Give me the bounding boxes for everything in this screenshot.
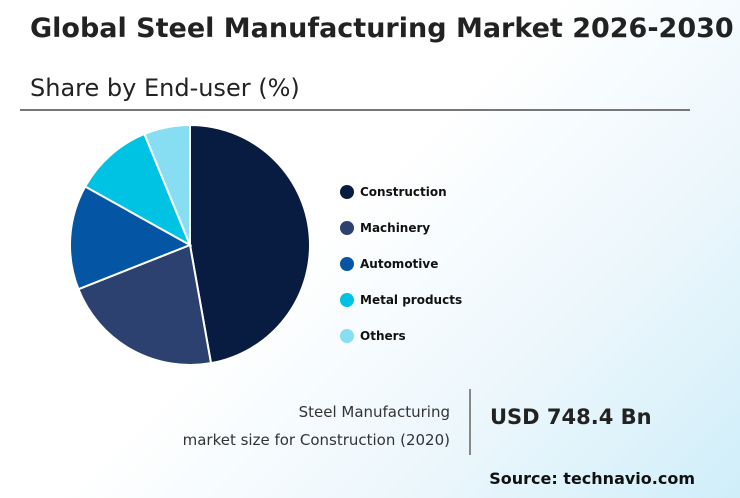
pie-slice-construction <box>189 123 311 365</box>
pie-slice-automotive <box>69 185 193 291</box>
legend-item: Metal products <box>340 282 462 318</box>
legend-swatch <box>340 221 354 235</box>
stat-label-line1: Steel Manufacturing <box>298 403 450 421</box>
legend-swatch <box>340 185 354 199</box>
legend-label: Automotive <box>360 257 439 271</box>
legend-item: Construction <box>340 174 462 210</box>
legend-swatch <box>340 257 354 271</box>
legend-item: Automotive <box>340 246 462 282</box>
legend-label: Others <box>360 329 406 343</box>
chart-subtitle: Share by End-user (%) <box>30 74 300 102</box>
pie-slice-metal-products <box>83 132 193 248</box>
source-note: Source: technavio.com <box>489 469 695 488</box>
divider <box>20 109 690 111</box>
pie-slice-others <box>143 123 191 246</box>
stat-divider <box>469 389 471 455</box>
stat-label: Steel Manufacturing market size for Cons… <box>183 398 450 454</box>
stat-label-line2: market size for Construction (2020) <box>182 431 450 449</box>
legend-label: Machinery <box>360 221 431 235</box>
pie-slice-machinery <box>77 243 213 366</box>
legend-item: Others <box>340 318 462 354</box>
legend: Construction Machinery Automotive Metal pro… <box>340 174 462 354</box>
legend-label: Metal products <box>360 293 463 307</box>
legend-label: Construction <box>360 185 447 199</box>
chart-title: Global Steel Manufacturing Market 2026-2… <box>30 13 734 44</box>
legend-swatch <box>340 329 354 343</box>
stat-value: USD 748.4 Bn <box>490 405 652 429</box>
legend-item: Machinery <box>340 210 462 246</box>
legend-swatch <box>340 293 354 307</box>
